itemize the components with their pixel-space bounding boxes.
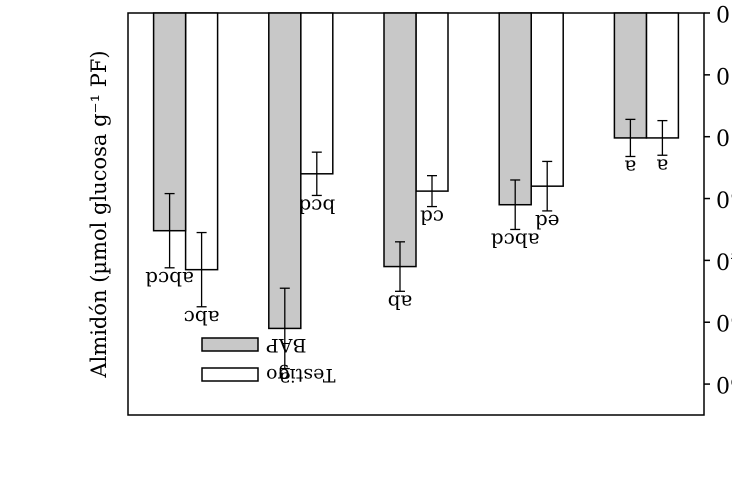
significance-letter-bap-21: a bbox=[624, 155, 636, 179]
y-tick-label-0: 0 bbox=[716, 0, 730, 25]
x-tick-label-41: 41 bbox=[172, 0, 200, 2]
legend-swatch-bap bbox=[201, 337, 259, 352]
y-tick-label-20: 20 bbox=[716, 124, 732, 149]
bar-testigo-36 bbox=[300, 12, 334, 175]
y-tick-label-40: 40 bbox=[716, 247, 732, 272]
y-tick-label-30: 30 bbox=[716, 186, 732, 211]
significance-letter-bap-36: a bbox=[279, 368, 291, 392]
significance-letter-testigo-41: abc bbox=[184, 306, 220, 330]
legend-label-testigo: Testigo bbox=[266, 364, 336, 386]
bar-bap-21 bbox=[613, 12, 648, 139]
significance-letter-testigo-21: a bbox=[656, 154, 668, 178]
significance-letter-bap-26: abcd bbox=[491, 228, 540, 252]
significance-letter-testigo-31: cd bbox=[420, 206, 444, 230]
x-tick-label-21: 21 bbox=[632, 0, 660, 2]
x-tick-label-26: 26 bbox=[517, 0, 545, 2]
y-axis-title-right: Almidón (µmol glucosa g⁻¹ PF) bbox=[87, 50, 111, 378]
significance-letter-bap-31: ab bbox=[388, 290, 413, 314]
significance-letter-bap-41: abcd bbox=[145, 267, 194, 291]
x-tick-label-36: 36 bbox=[287, 0, 315, 2]
bar-bap-31 bbox=[383, 12, 417, 268]
y-tick-label-50: 50 bbox=[716, 309, 732, 334]
y-tick-label-60: 60 bbox=[716, 371, 732, 396]
bar-bap-36 bbox=[268, 12, 302, 330]
bar-testigo-21 bbox=[645, 12, 680, 139]
significance-letter-testigo-26: ed bbox=[535, 210, 560, 234]
plot-area: 010203040506021aa26edabcd31cdab36bcda41a… bbox=[87, 0, 732, 416]
legend-swatch-testigo bbox=[201, 367, 259, 382]
bar-testigo-26 bbox=[530, 12, 564, 187]
bar-bap-26 bbox=[498, 12, 532, 206]
bar-testigo-41 bbox=[184, 12, 219, 271]
x-tick-label-31: 31 bbox=[402, 0, 430, 2]
significance-letter-testigo-36: bcd bbox=[298, 194, 335, 218]
bar-testigo-31 bbox=[415, 12, 449, 192]
y-tick-label-10: 10 bbox=[716, 62, 732, 87]
legend-label-bap: BAP bbox=[266, 334, 307, 356]
